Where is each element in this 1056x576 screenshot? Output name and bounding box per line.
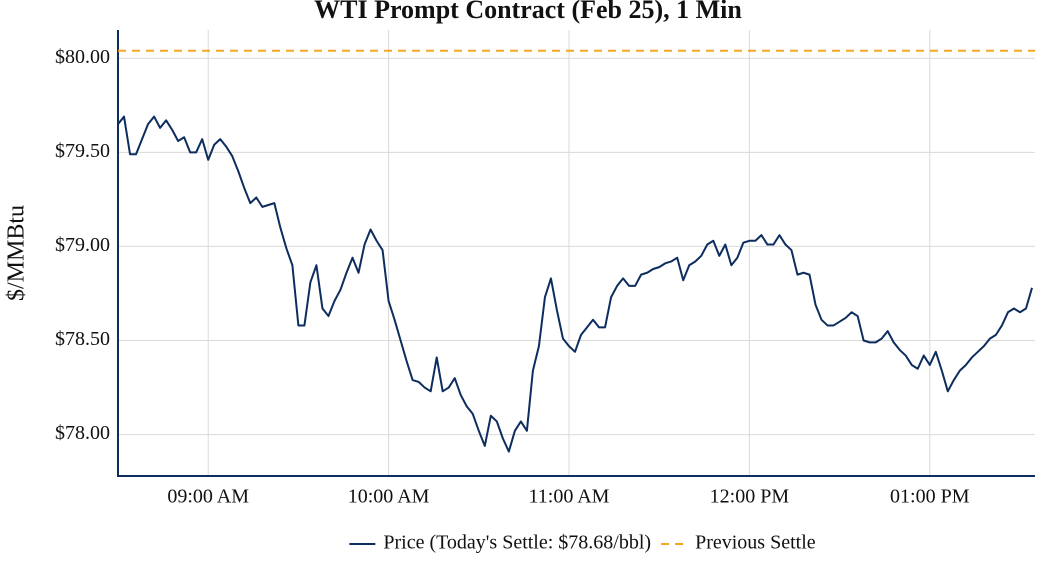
legend-label: Price (Today's Settle: $78.68/bbl) (383, 532, 651, 554)
x-tick-label: 10:00 AM (348, 486, 430, 508)
price-line (117, 115, 1033, 453)
x-tick-label: 12:00 PM (710, 486, 790, 508)
y-tick-label: $80.00 (55, 46, 110, 68)
x-tick-label: 09:00 AM (167, 486, 249, 508)
y-tick-label: $78.00 (55, 422, 110, 444)
y-axis-label: $/MMBtu (4, 205, 30, 301)
chart-title: WTI Prompt Contract (Feb 25), 1 Min (314, 0, 742, 24)
y-tick-label: $78.50 (55, 328, 110, 350)
x-tick-label: 11:00 AM (529, 486, 610, 508)
y-tick-label: $79.00 (55, 234, 110, 256)
x-tick-label: 01:00 PM (890, 486, 970, 508)
y-tick-label: $79.50 (55, 140, 110, 162)
legend-label: Previous Settle (695, 532, 816, 554)
